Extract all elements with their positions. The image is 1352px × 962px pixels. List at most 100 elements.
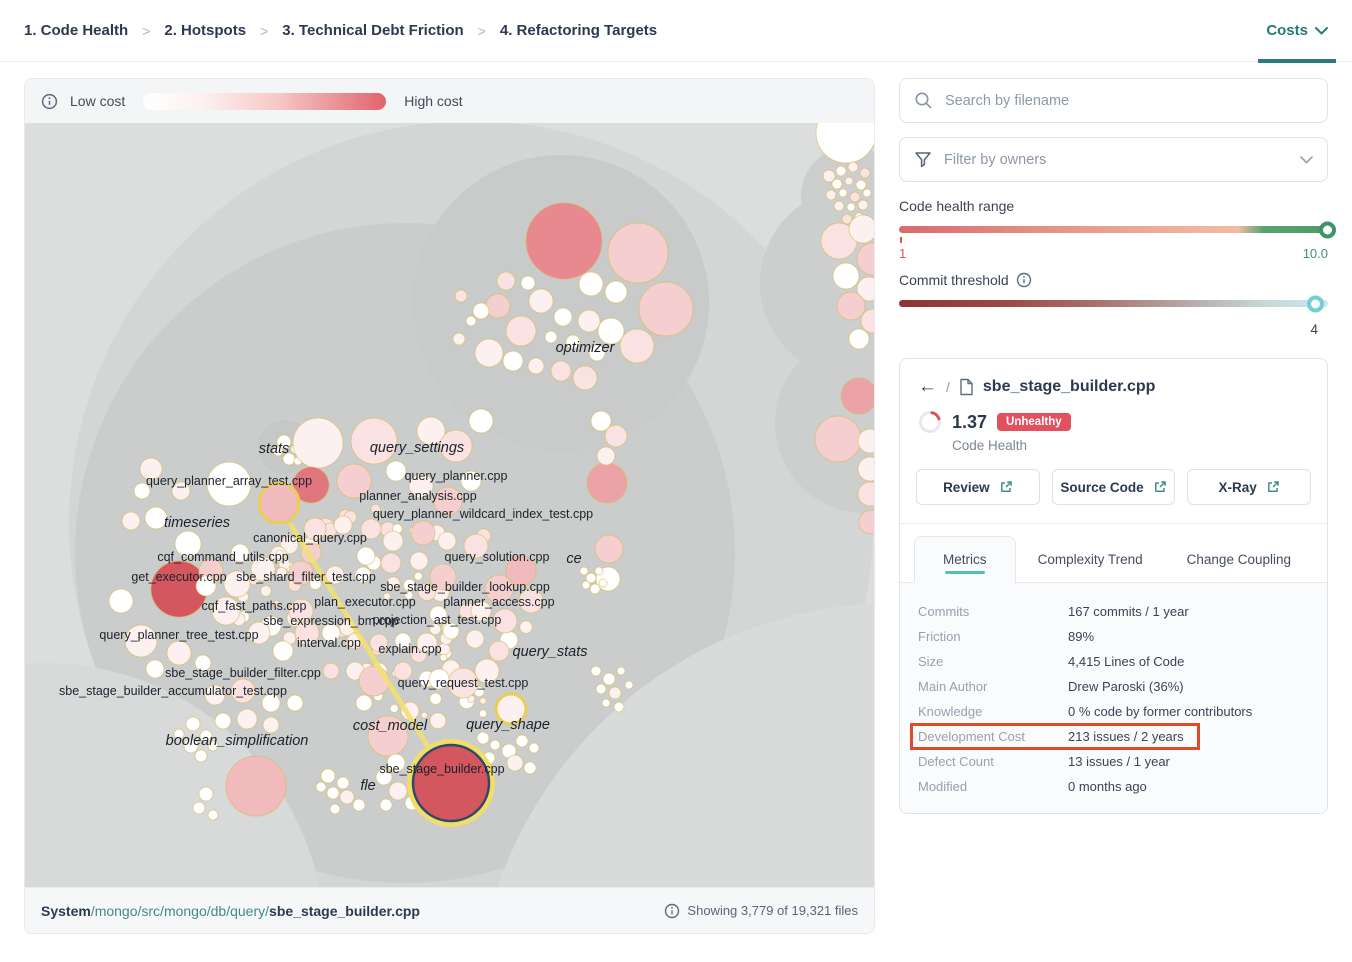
breadcrumb-separator: > — [142, 22, 151, 39]
info-icon[interactable] — [41, 93, 58, 110]
code-health-gauge-icon — [919, 411, 941, 433]
tab-metrics[interactable]: Metrics — [914, 536, 1016, 583]
code-health-max-handle[interactable] — [1319, 221, 1336, 239]
commit-threshold-track[interactable] — [899, 300, 1328, 307]
code-health-range-label: Code health range — [899, 198, 1015, 214]
source-code-button-label: Source Code — [1060, 479, 1144, 495]
svg-text:query_shape: query_shape — [466, 717, 550, 733]
svg-text:sbe_shard_filter_test.cpp: sbe_shard_filter_test.cpp — [236, 570, 376, 584]
metric-value: 89% — [1068, 629, 1095, 644]
metric-label: Size — [918, 654, 944, 669]
svg-text:interval.cpp: interval.cpp — [297, 636, 361, 650]
svg-text:optimizer: optimizer — [556, 340, 616, 356]
svg-text:sbe_stage_builder.cpp: sbe_stage_builder.cpp — [379, 762, 504, 776]
cost-legend: Low cost High cost — [25, 79, 874, 123]
svg-text:cqf_command_utils.cpp: cqf_command_utils.cpp — [157, 550, 288, 564]
right-sidebar: Filter by owners Code health range 1 10.… — [899, 78, 1336, 814]
svg-text:query_stats: query_stats — [513, 644, 588, 660]
svg-text:planner_access.cpp: planner_access.cpp — [443, 595, 554, 609]
svg-text:query_solution.cpp: query_solution.cpp — [445, 550, 550, 564]
svg-text:timeseries: timeseries — [164, 515, 230, 531]
commit-threshold-slider[interactable] — [899, 295, 1328, 313]
svg-text:sbe_expression_bm.cpp: sbe_expression_bm.cpp — [263, 614, 399, 628]
costs-dropdown[interactable]: Costs — [1258, 0, 1336, 63]
top-bar: 1. Code Health > 2. Hotspots > 3. Techni… — [0, 0, 1352, 63]
svg-text:cost_model: cost_model — [353, 718, 428, 734]
svg-text:explain.cpp: explain.cpp — [378, 642, 441, 656]
metric-value: 4,415 Lines of Code — [1068, 654, 1185, 669]
path-system[interactable]: System — [41, 902, 91, 919]
code-health-range-slider[interactable] — [899, 221, 1336, 243]
svg-text:cqf_fast_paths.cpp: cqf_fast_paths.cpp — [202, 599, 307, 613]
search-input[interactable] — [945, 92, 1313, 109]
svg-text:sbe_stage_builder_filter.cpp: sbe_stage_builder_filter.cpp — [165, 666, 321, 680]
filter-funnel-icon — [915, 152, 931, 168]
svg-text:query_settings: query_settings — [370, 440, 464, 456]
file-title: sbe_stage_builder.cpp — [982, 377, 1156, 395]
metric-value: 13 issues / 1 year — [1068, 754, 1170, 769]
xray-button-label: X-Ray — [1218, 479, 1257, 495]
metric-row-knowledge: Knowledge 0 % code by former contributor… — [918, 699, 1309, 724]
path-directories[interactable]: /mongo/src/mongo/db/query/ — [90, 902, 270, 919]
legend-high-label: High cost — [404, 93, 463, 109]
svg-text:plan_executor.cpp: plan_executor.cpp — [314, 595, 416, 609]
metric-row-defect-count: Defect Count 13 issues / 1 year — [918, 749, 1309, 774]
breadcrumb-item-code-health[interactable]: 1. Code Health — [24, 22, 129, 39]
xray-button[interactable]: X-Ray — [1187, 469, 1312, 505]
breadcrumb-item-refactoring-targets[interactable]: 4. Refactoring Targets — [499, 22, 658, 39]
metric-label: Main Author — [918, 679, 988, 694]
filename-search[interactable] — [899, 78, 1328, 123]
source-code-button[interactable]: Source Code — [1051, 469, 1176, 505]
breadcrumb-item-hotspots[interactable]: 2. Hotspots — [164, 22, 247, 39]
svg-text:ce: ce — [566, 551, 581, 567]
breadcrumb: 1. Code Health > 2. Hotspots > 3. Techni… — [24, 22, 657, 39]
commit-threshold-value: 4 — [1310, 322, 1318, 337]
main-content: Low cost High cost optimizer stats query_s… — [0, 62, 1352, 934]
info-icon[interactable] — [1016, 272, 1032, 288]
circle-pack-chart[interactable]: optimizer stats query_settings timeseries ce… — [25, 102, 875, 933]
tab-complexity-trend[interactable]: Complexity Trend — [1037, 552, 1143, 567]
info-icon[interactable] — [664, 903, 680, 919]
code-health-max-value: 10.0 — [1302, 246, 1328, 261]
svg-text:boolean_simplification: boolean_simplification — [166, 733, 309, 749]
legend-low-label: Low cost — [70, 93, 126, 109]
path-slash: / — [946, 378, 950, 395]
svg-text:projection_ast_test.cpp: projection_ast_test.cpp — [373, 613, 502, 627]
breadcrumb-item-technical-debt-friction[interactable]: 3. Technical Debt Friction — [282, 22, 464, 39]
metric-value: 167 commits / 1 year — [1068, 604, 1189, 619]
metrics-list: Commits 167 commits / 1 year Friction 89… — [900, 583, 1327, 813]
review-button[interactable]: Review — [916, 469, 1040, 505]
cost-gradient-bar — [143, 92, 387, 110]
bubble-chart-area[interactable]: optimizer stats query_settings timeseries ce… — [25, 102, 875, 933]
chevron-down-icon — [1315, 26, 1328, 35]
svg-text:query_request_test.cpp: query_request_test.cpp — [398, 676, 529, 690]
code-health-track[interactable] — [899, 226, 1328, 233]
owners-filter-dropdown[interactable]: Filter by owners — [899, 137, 1328, 182]
chevron-down-icon — [1300, 155, 1313, 164]
files-shown-status: Showing 3,779 of 19,321 files — [664, 903, 858, 919]
metric-value: 0 % code by former contributors — [1068, 704, 1253, 719]
svg-text:query_planner_tree_test.cpp: query_planner_tree_test.cpp — [99, 628, 258, 642]
metric-row-friction: Friction 89% — [918, 624, 1309, 649]
metric-row-modified: Modified 0 months ago — [918, 774, 1309, 799]
external-link-icon — [1154, 481, 1166, 492]
code-health-score: 1.37 — [952, 411, 988, 432]
metric-row-size: Size 4,415 Lines of Code — [918, 649, 1309, 674]
metric-value: 213 issues / 2 years — [1068, 729, 1184, 744]
commit-threshold-handle[interactable] — [1307, 295, 1324, 313]
search-icon — [915, 92, 932, 109]
svg-text:stats: stats — [259, 441, 290, 457]
metric-label: Development Cost — [918, 729, 1025, 744]
svg-text:query_planner.cpp: query_planner.cpp — [405, 469, 508, 483]
file-icon — [960, 378, 973, 395]
code-health-min-value: 1 — [899, 246, 907, 261]
metric-label: Defect Count — [918, 754, 994, 769]
metric-row-development-cost: Development Cost 213 issues / 2 years — [910, 723, 1309, 750]
metric-label: Knowledge — [918, 704, 983, 719]
back-arrow-icon[interactable]: ← — [918, 376, 937, 397]
code-health-range-values: 1 10.0 — [899, 246, 1328, 261]
commit-threshold-label: Commit threshold — [899, 272, 1328, 288]
metric-row-commits: Commits 167 commits / 1 year — [918, 599, 1309, 624]
tab-change-coupling[interactable]: Change Coupling — [1186, 552, 1291, 567]
svg-text:fle: fle — [360, 778, 375, 794]
